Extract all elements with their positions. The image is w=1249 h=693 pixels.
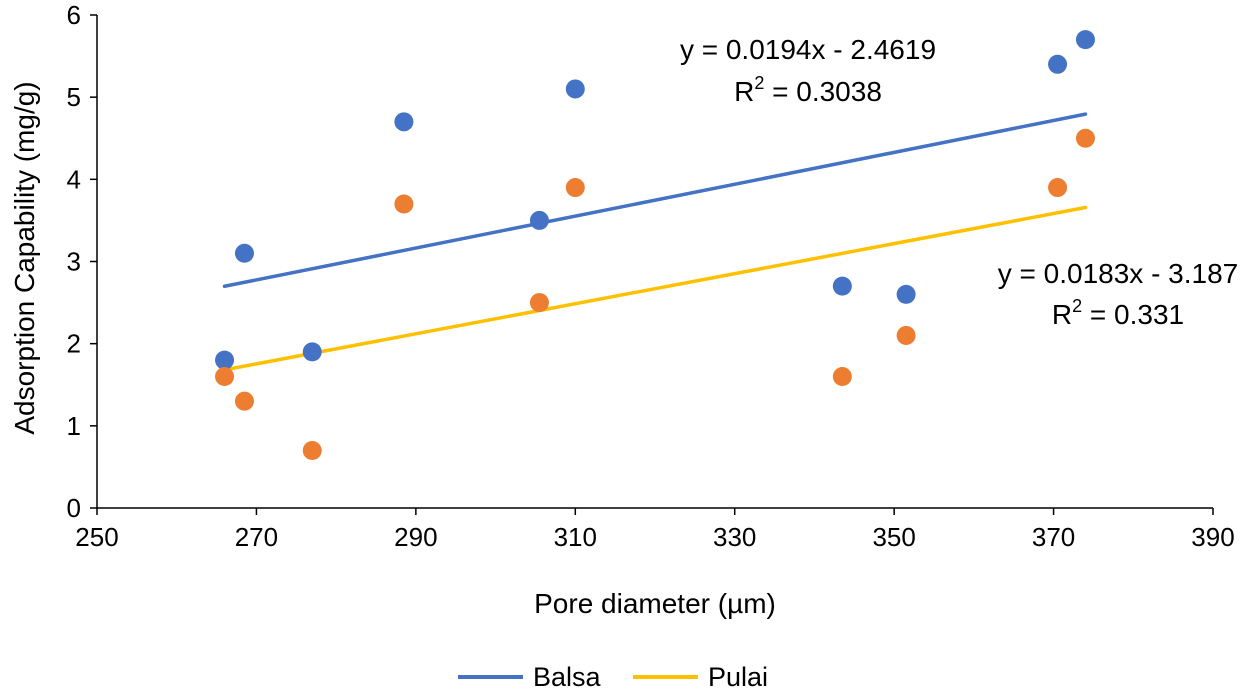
x-axis-title: Pore diameter (µm) [534,588,776,619]
trendlines [222,112,1088,372]
balsa-r2-superscript: 2 [754,73,764,93]
y-axis-title: Adsorption Capability (mg/g) [9,81,40,434]
y-tick-label-1: 1 [67,411,81,441]
y-tick-label-4: 4 [67,164,81,194]
y-tick-label-2: 2 [67,329,81,359]
balsa-point-4 [529,210,549,230]
balsa-point-8 [1048,54,1068,74]
balsa-trendline-r2: R2 = 0.3038 [734,73,882,107]
pulai-point-0 [215,367,235,387]
pulai-point-9 [1075,128,1095,148]
balsa-point-2 [302,342,322,362]
axes: 0 1 2 3 4 5 6 250 270 290 310 330 350 370 390 [67,0,1235,552]
legend: Balsa Pulai [458,662,768,692]
balsa-trendline [222,112,1088,289]
data-points [215,30,1095,460]
balsa-point-9 [1075,30,1095,50]
pulai-point-3 [394,194,414,214]
x-tick-label-390: 390 [1191,522,1234,552]
x-tick-label-310: 310 [554,522,597,552]
balsa-point-5 [565,79,585,99]
pulai-r2-prefix: R [1052,299,1072,330]
x-tick-label-330: 330 [713,522,756,552]
y-tick-label-6: 6 [67,0,81,30]
pulai-r2-value: = 0.331 [1082,299,1184,330]
legend-label-pulai: Pulai [708,662,768,692]
x-tick-label-270: 270 [235,522,278,552]
y-tick-label-0: 0 [67,493,81,523]
pulai-trendline-r2: R2 = 0.331 [1052,296,1184,330]
pulai-r2-superscript: 2 [1072,296,1082,316]
balsa-point-6 [832,276,852,296]
balsa-trendline-equation: y = 0.0194x - 2.4619 [680,34,936,65]
x-tick-label-350: 350 [872,522,915,552]
pulai-point-6 [832,367,852,387]
balsa-r2-prefix: R [734,76,754,107]
balsa-point-7 [896,284,916,304]
balsa-point-0 [215,350,235,370]
x-tick-label-290: 290 [394,522,437,552]
balsa-point-3 [394,112,414,132]
pulai-point-1 [234,391,254,411]
legend-label-balsa: Balsa [533,662,602,692]
balsa-r2-value: = 0.3038 [764,76,882,107]
y-tick-label-3: 3 [67,247,81,277]
pulai-trendline-equation: y = 0.0183x - 3.187 [998,258,1239,289]
pulai-point-2 [302,440,322,460]
balsa-point-1 [234,243,254,263]
y-tick-label-5: 5 [67,82,81,112]
x-tick-label-370: 370 [1032,522,1075,552]
pulai-trendline [222,205,1088,372]
x-tick-label-250: 250 [75,522,118,552]
pulai-point-8 [1048,178,1068,198]
pulai-point-7 [896,325,916,345]
pulai-point-4 [529,293,549,313]
pulai-point-5 [565,178,585,198]
